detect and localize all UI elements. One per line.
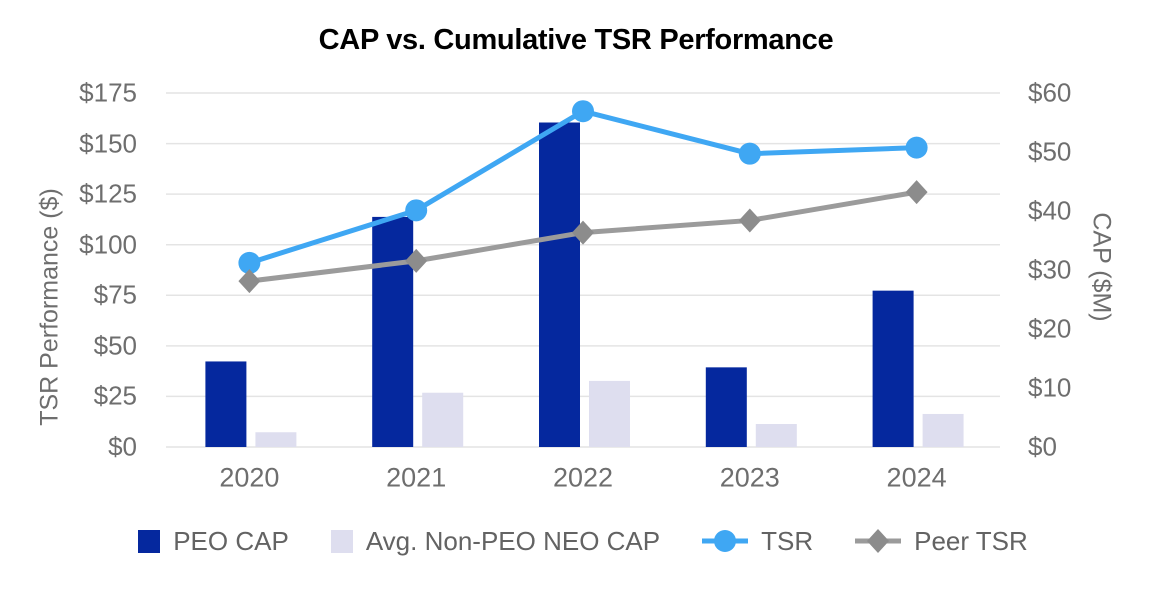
tsr-marker — [405, 199, 428, 222]
right-axis-tick-label: $10 — [1028, 372, 1072, 403]
peo-cap-bar — [872, 290, 914, 447]
left-axis-tick-label: $100 — [79, 229, 137, 260]
peo-cap-bar — [205, 361, 247, 447]
legend-label: PEO CAP — [173, 525, 289, 556]
avg-non-peo-neo-cap-bar — [255, 432, 297, 447]
legend-item-tsr: TSR — [702, 526, 813, 557]
left-axis-tick-label: $125 — [79, 178, 137, 209]
x-axis-label-2024: 2024 — [886, 462, 947, 493]
avg-non-peo-neo-cap-bar — [422, 392, 464, 447]
left-axis-tick-label: $150 — [79, 128, 137, 159]
legend-item-peer-tsr: Peer TSR — [855, 526, 1028, 557]
legend-swatch-peer-tsr-icon — [855, 529, 902, 553]
left-axis-tick-label: $175 — [79, 77, 137, 108]
peer-tsr-marker — [905, 180, 928, 205]
tsr-marker — [572, 100, 594, 123]
right-axis-tick-label: $50 — [1028, 136, 1072, 167]
avg-non-peo-neo-cap-bar — [755, 423, 797, 447]
left-axis-tick-label: $0 — [108, 431, 137, 462]
right-axis-tick-label: $0 — [1028, 431, 1057, 462]
legend-diamond-marker — [867, 529, 890, 553]
tsr-marker — [238, 251, 261, 274]
peer-tsr-marker — [738, 208, 761, 233]
x-axis-label-2022: 2022 — [552, 462, 614, 493]
avg-non-peo-neo-cap-bar — [589, 380, 630, 447]
legend-label: TSR — [761, 525, 814, 556]
legend-swatch-tsr-icon — [702, 530, 749, 552]
legend-item-peo-cap: PEO CAP — [138, 526, 289, 557]
legend-swatch-avg-non-peo-neo-cap-icon — [330, 529, 353, 553]
right-axis-tick-label: $60 — [1028, 77, 1072, 108]
legend-label: Peer TSR — [914, 525, 1028, 556]
legend: PEO CAP Avg. Non-PEO NEO CAP TSR Peer TSR — [138, 521, 1028, 561]
legend-circle-marker — [714, 530, 737, 552]
peo-cap-bar — [372, 216, 414, 447]
x-axis-label-2023: 2023 — [719, 462, 780, 493]
right-axis-tick-label: $20 — [1028, 313, 1072, 344]
tsr-marker — [738, 142, 761, 165]
left-axis-tick-label: $25 — [93, 380, 137, 411]
x-axis-label-2020: 2020 — [219, 462, 280, 493]
peer-tsr-marker — [238, 269, 261, 294]
tsr-marker — [905, 136, 928, 159]
peo-cap-bar — [705, 367, 747, 447]
legend-item-avg-non-peo-neo-cap: Avg. Non-PEO NEO CAP — [330, 525, 661, 557]
right-axis-tick-label: $30 — [1028, 254, 1072, 285]
peer-tsr-marker — [572, 220, 594, 245]
avg-non-peo-neo-cap-bar — [922, 413, 964, 447]
left-axis-tick-label: $50 — [93, 330, 137, 361]
peo-cap-bar — [539, 122, 580, 447]
right-axis-tick-label: $40 — [1028, 195, 1072, 226]
legend-swatch-peo-cap-icon — [138, 529, 161, 553]
legend-label: Avg. Non-PEO NEO CAP — [365, 525, 661, 556]
peer-tsr-marker — [405, 248, 428, 273]
left-axis-tick-label: $75 — [93, 279, 137, 310]
chart-title: CAP vs. Cumulative TSR Performance — [318, 24, 834, 56]
x-axis-label-2021: 2021 — [386, 462, 447, 493]
